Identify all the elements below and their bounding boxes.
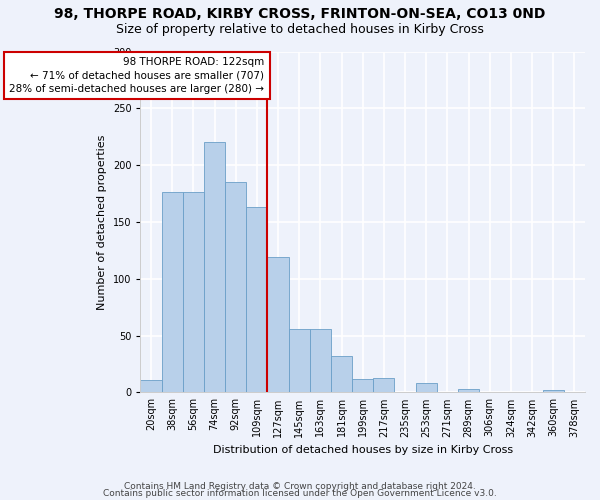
Bar (204, 142, 225, 392)
Bar (289, 329, 310, 392)
X-axis label: Distribution of detached houses by size in Kirby Cross: Distribution of detached houses by size … (212, 445, 513, 455)
Bar (161, 192, 183, 392)
Text: Contains HM Land Registry data © Crown copyright and database right 2024.: Contains HM Land Registry data © Crown c… (124, 482, 476, 491)
Bar (183, 192, 204, 392)
Bar (310, 329, 331, 392)
Bar (373, 378, 394, 392)
Bar (416, 384, 437, 392)
Bar (225, 182, 247, 392)
Text: 98 THORPE ROAD: 122sqm
← 71% of detached houses are smaller (707)
28% of semi-de: 98 THORPE ROAD: 122sqm ← 71% of detached… (9, 57, 264, 94)
Bar (268, 257, 289, 392)
Text: Size of property relative to detached houses in Kirby Cross: Size of property relative to detached ho… (116, 22, 484, 36)
Bar (140, 380, 161, 392)
Text: 98, THORPE ROAD, KIRBY CROSS, FRINTON-ON-SEA, CO13 0ND: 98, THORPE ROAD, KIRBY CROSS, FRINTON-ON… (55, 8, 545, 22)
Text: Contains public sector information licensed under the Open Government Licence v3: Contains public sector information licen… (103, 490, 497, 498)
Bar (542, 390, 564, 392)
Bar (352, 379, 373, 392)
Bar (458, 389, 479, 392)
Bar (331, 356, 352, 393)
Y-axis label: Number of detached properties: Number of detached properties (97, 134, 107, 310)
Bar (247, 207, 268, 392)
